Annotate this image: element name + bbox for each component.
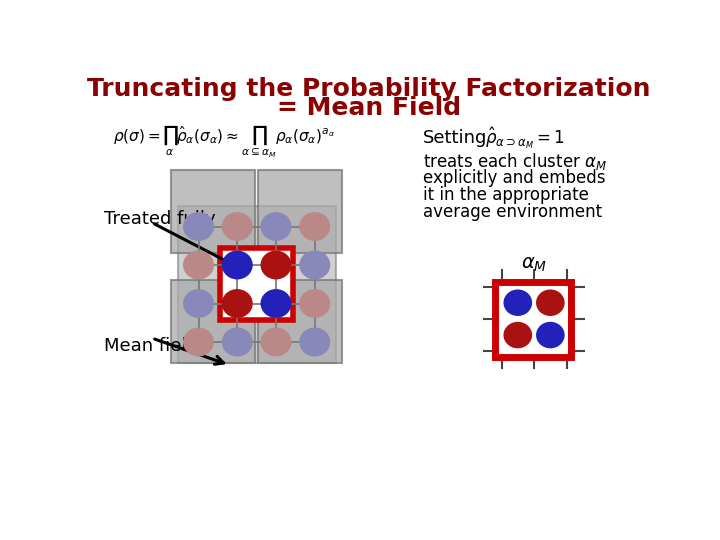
- FancyBboxPatch shape: [178, 206, 336, 363]
- Ellipse shape: [261, 328, 292, 356]
- Text: average environment: average environment: [423, 203, 603, 221]
- Ellipse shape: [222, 251, 253, 279]
- FancyBboxPatch shape: [171, 170, 255, 253]
- Text: Setting: Setting: [423, 129, 487, 147]
- Ellipse shape: [183, 328, 214, 356]
- FancyBboxPatch shape: [220, 248, 293, 320]
- Text: = Mean Field: = Mean Field: [277, 96, 461, 120]
- Text: treats each cluster $\alpha_M$: treats each cluster $\alpha_M$: [423, 151, 608, 172]
- Ellipse shape: [222, 289, 253, 318]
- Ellipse shape: [503, 322, 532, 348]
- Ellipse shape: [261, 251, 292, 279]
- Text: it in the appropriate: it in the appropriate: [423, 186, 589, 204]
- Ellipse shape: [300, 251, 330, 279]
- FancyBboxPatch shape: [171, 280, 255, 363]
- Ellipse shape: [536, 322, 564, 348]
- Ellipse shape: [503, 289, 532, 316]
- Text: Treated fully: Treated fully: [104, 210, 215, 228]
- FancyBboxPatch shape: [258, 170, 342, 253]
- Text: Mean field: Mean field: [104, 337, 198, 355]
- Text: explicitly and embeds: explicitly and embeds: [423, 169, 606, 187]
- Ellipse shape: [300, 328, 330, 356]
- Ellipse shape: [536, 289, 564, 316]
- Ellipse shape: [300, 212, 330, 241]
- Ellipse shape: [222, 328, 253, 356]
- Text: $\alpha_M$: $\alpha_M$: [521, 255, 547, 274]
- FancyBboxPatch shape: [258, 280, 342, 363]
- Ellipse shape: [183, 251, 214, 279]
- Ellipse shape: [261, 289, 292, 318]
- FancyBboxPatch shape: [495, 282, 571, 357]
- Ellipse shape: [300, 289, 330, 318]
- Ellipse shape: [261, 212, 292, 241]
- Ellipse shape: [222, 212, 253, 241]
- Ellipse shape: [183, 212, 214, 241]
- Text: $\hat{\rho}_{\alpha\supset\alpha_M}=1$: $\hat{\rho}_{\alpha\supset\alpha_M}=1$: [485, 125, 565, 151]
- Ellipse shape: [183, 289, 214, 318]
- Text: Truncating the Probability Factorization: Truncating the Probability Factorization: [87, 77, 651, 102]
- Text: $\rho(\sigma)=\prod_{\alpha}\hat{\rho}_{\alpha}(\sigma_{\alpha})\approx\prod_{\a: $\rho(\sigma)=\prod_{\alpha}\hat{\rho}_{…: [113, 124, 335, 160]
